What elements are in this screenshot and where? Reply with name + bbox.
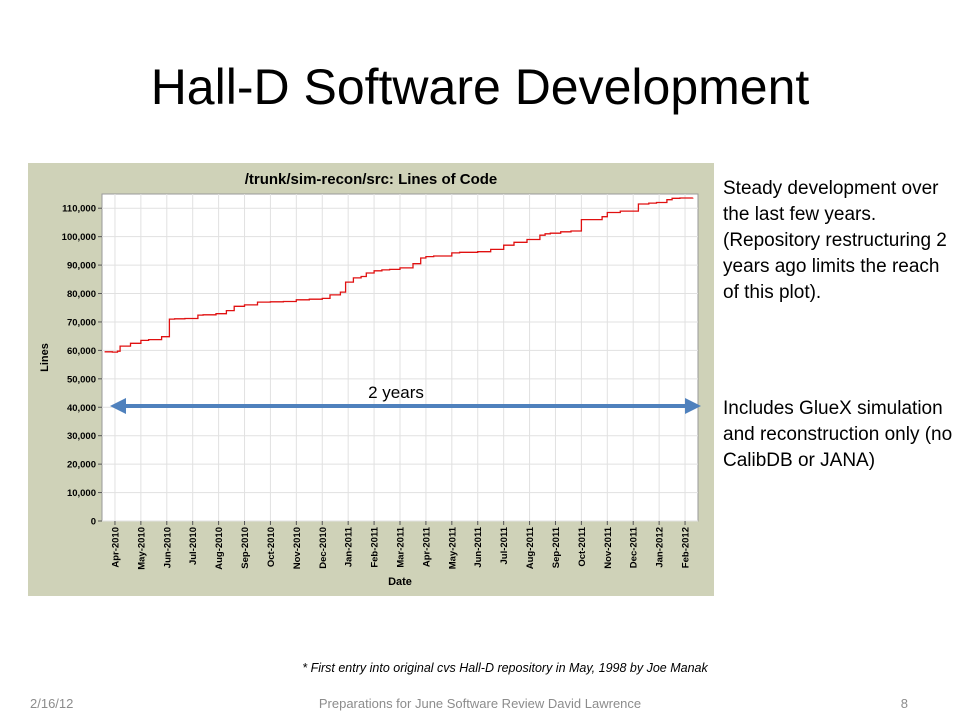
x-tick-label: Jan-2012 — [655, 527, 666, 568]
x-tick-label: Nov-2011 — [603, 526, 614, 568]
footnote: * First entry into original cvs Hall-D r… — [302, 661, 708, 675]
x-tick-label: Feb-2012 — [681, 527, 692, 568]
note-steady-development: Steady development over the last few yea… — [723, 178, 947, 303]
footer-title: Preparations for June Software Review Da… — [318, 696, 642, 711]
x-tick-label: Nov-2010 — [292, 527, 303, 569]
y-tick-label: 80,000 — [67, 289, 96, 300]
y-axis-label: Lines — [39, 343, 51, 372]
x-axis-ticks: Apr-2010 May-2010 Jun-2010 Jul-2010 Aug-2010… — [110, 521, 692, 570]
lines-of-code-chart: /trunk/sim-recon/src: Lines of Code 0 10,… — [39, 171, 701, 588]
y-tick-label: 0 — [91, 517, 96, 528]
y-tick-label: 10,000 — [67, 488, 96, 499]
y-tick-label: 90,000 — [67, 261, 96, 272]
note-scope: Includes GlueX simulation and reconstruc… — [723, 398, 953, 471]
y-tick-label: 100,000 — [62, 232, 96, 243]
y-tick-label: 20,000 — [67, 460, 96, 471]
slide-title: Hall-D Software Development — [150, 59, 810, 115]
x-tick-label: Jul-2010 — [188, 527, 199, 565]
two-years-arrow — [110, 398, 701, 414]
footer-date: 2/16/12 — [30, 696, 74, 711]
x-tick-label: Jan-2011 — [344, 526, 355, 567]
x-tick-label: Feb-2011 — [370, 526, 381, 567]
y-tick-label: 30,000 — [67, 431, 96, 442]
page-number: 8 — [900, 696, 908, 711]
y-tick-label: 50,000 — [67, 374, 96, 385]
x-tick-label: Aug-2010 — [214, 527, 225, 570]
lines-of-code-series — [104, 197, 694, 353]
x-tick-label: Oct-2011 — [577, 526, 588, 566]
x-tick-label: Sep-2010 — [240, 527, 251, 569]
x-tick-label: May-2011 — [447, 526, 458, 569]
x-tick-label: Apr-2010 — [110, 527, 121, 568]
x-tick-label: Mar-2011 — [396, 526, 407, 567]
y-axis-ticks: 0 10,000 20,000 30,000 40,000 50,000 60,000 70,… — [62, 204, 102, 528]
x-tick-label: Oct-2010 — [266, 527, 277, 567]
y-tick-label: 60,000 — [67, 346, 96, 357]
grid-lines — [102, 194, 698, 522]
x-tick-label: Dec-2010 — [318, 527, 329, 569]
x-tick-label: Aug-2011 — [525, 526, 536, 569]
x-tick-label: Jun-2010 — [162, 527, 173, 568]
x-tick-label: Jul-2011 — [499, 526, 510, 564]
y-tick-label: 110,000 — [62, 204, 96, 215]
x-tick-label: Jun-2011 — [473, 526, 484, 567]
two-years-label: 2 years — [368, 383, 424, 402]
y-tick-label: 70,000 — [67, 317, 96, 328]
x-tick-label: Apr-2011 — [421, 526, 432, 567]
y-tick-label: 40,000 — [67, 403, 96, 414]
x-axis-label: Date — [388, 576, 412, 588]
chart-title: /trunk/sim-recon/src: Lines of Code — [245, 171, 498, 188]
chart-panel: /trunk/sim-recon/src: Lines of Code 0 10,… — [28, 163, 714, 596]
x-tick-label: May-2010 — [136, 527, 147, 570]
x-tick-label: Sep-2011 — [551, 526, 562, 568]
x-tick-label: Dec-2011 — [629, 526, 640, 568]
